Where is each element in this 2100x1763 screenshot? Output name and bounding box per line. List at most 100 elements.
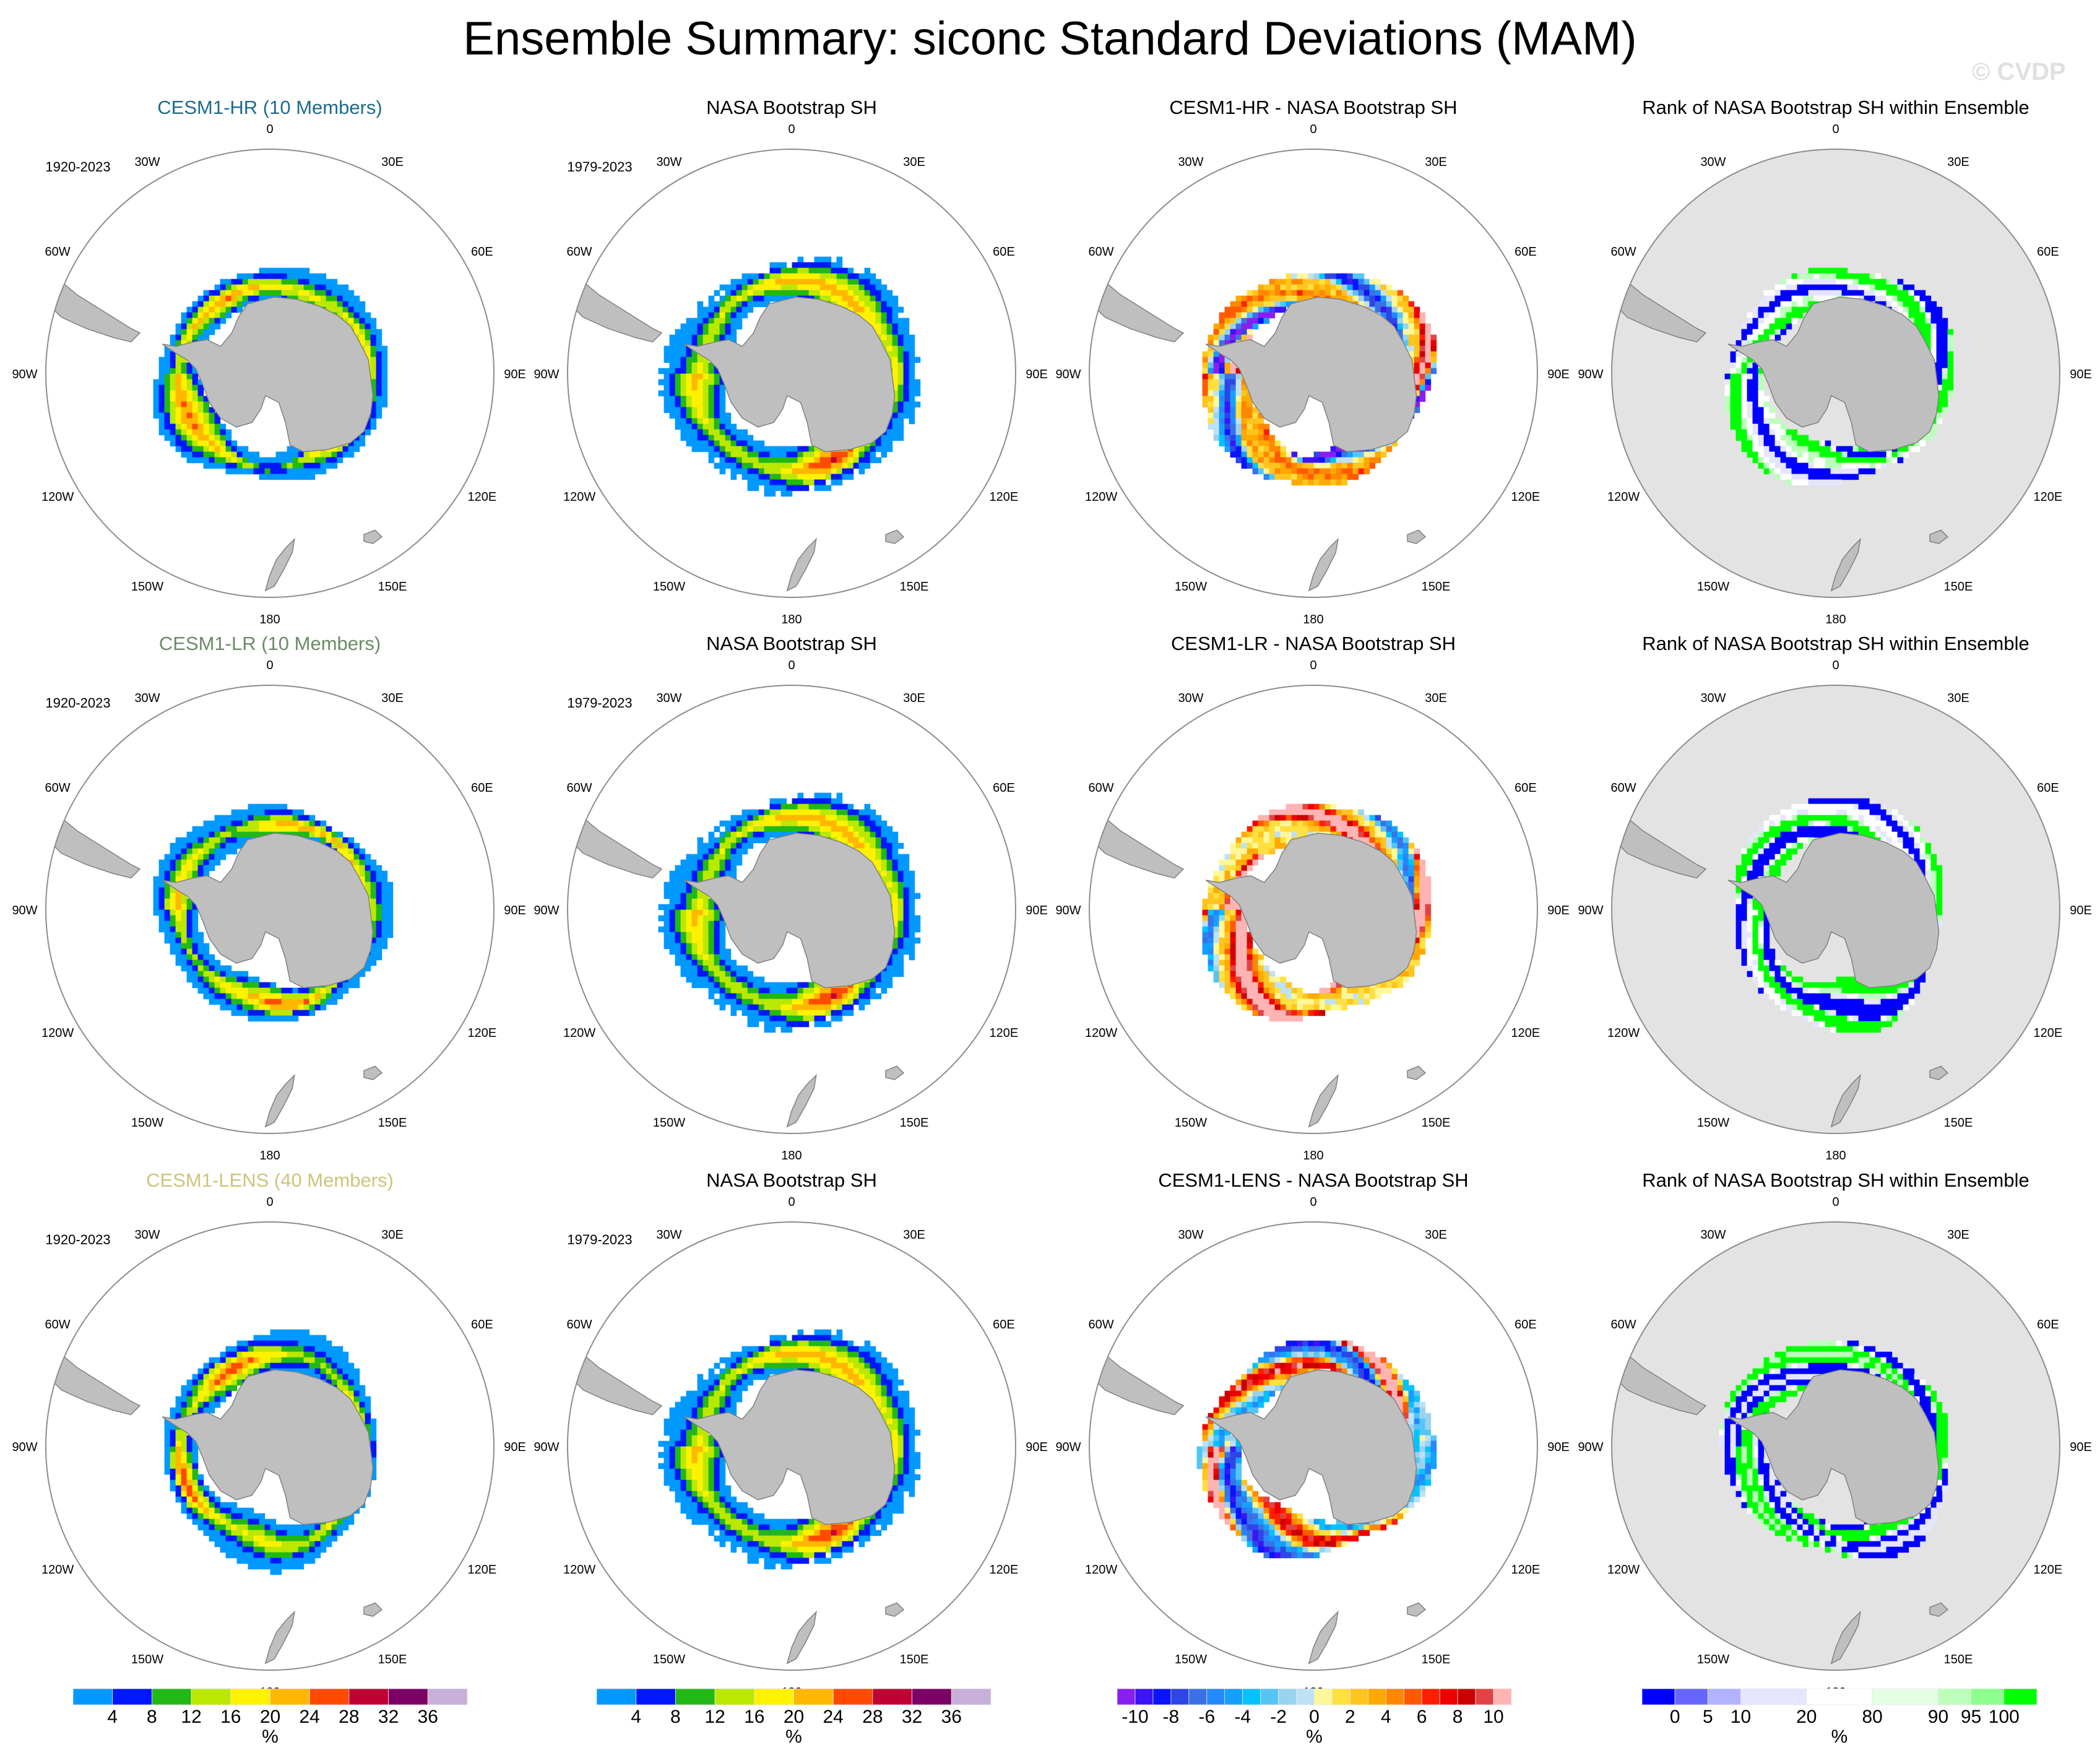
data-cell	[1302, 831, 1309, 838]
data-cell	[1247, 854, 1253, 860]
data-cell	[758, 468, 765, 475]
data-cell	[1263, 837, 1270, 844]
data-cell	[1247, 290, 1253, 297]
data-cell	[236, 826, 243, 833]
data-cell	[1841, 267, 1848, 274]
data-cell	[1730, 401, 1737, 408]
data-cell	[764, 479, 771, 486]
data-cell	[714, 396, 720, 402]
data-cell	[1219, 920, 1225, 927]
data-cell	[719, 993, 726, 1000]
data-cell	[1336, 451, 1342, 458]
data-cell	[1230, 971, 1237, 977]
data-cell	[1252, 820, 1259, 827]
data-cell	[1208, 390, 1214, 397]
data-cell	[1241, 948, 1248, 955]
data-cell	[275, 279, 282, 285]
data-cell	[714, 920, 720, 927]
data-cell	[1769, 429, 1776, 436]
data-cell	[1836, 468, 1843, 475]
data-cell	[153, 898, 160, 905]
data-cell	[753, 301, 759, 308]
data-cell	[181, 837, 188, 844]
longitude-label: 150E	[378, 580, 407, 594]
data-cell	[881, 982, 888, 989]
data-cell	[186, 396, 193, 402]
data-cell	[1402, 323, 1409, 330]
data-cell	[1747, 423, 1753, 430]
data-cell	[1241, 435, 1248, 441]
data-cell	[708, 920, 715, 927]
data-cell	[875, 820, 882, 827]
data-cell	[1825, 267, 1831, 274]
data-cell	[708, 843, 715, 849]
data-cell	[214, 976, 221, 983]
data-cell	[236, 451, 243, 458]
data-cell	[1402, 870, 1409, 877]
data-cell	[797, 820, 804, 827]
data-cell	[1274, 284, 1281, 291]
data-cell	[1947, 329, 1954, 336]
data-cell	[719, 971, 726, 977]
data-cell	[376, 390, 382, 397]
data-cell	[1942, 357, 1948, 363]
data-cell	[886, 826, 893, 833]
data-cell	[287, 279, 293, 285]
data-cell	[1336, 295, 1342, 302]
data-cell	[197, 401, 204, 408]
data-cell	[192, 412, 199, 419]
data-cell	[1919, 306, 1926, 313]
data-cell	[242, 993, 249, 1000]
data-cell	[775, 279, 782, 285]
data-cell	[1202, 357, 1209, 363]
data-cell	[1274, 462, 1281, 469]
data-cell	[225, 435, 232, 441]
data-cell	[1797, 312, 1804, 319]
data-cell	[1930, 429, 1937, 436]
data-cell	[1252, 831, 1259, 838]
data-cell	[753, 982, 759, 989]
data-cell	[825, 290, 832, 297]
data-cell	[708, 407, 715, 414]
data-cell	[864, 820, 871, 827]
data-cell	[1213, 401, 1220, 408]
data-cell	[1252, 407, 1259, 414]
data-cell	[697, 329, 704, 336]
data-cell	[181, 418, 188, 425]
longitude-label: 150E	[900, 1116, 929, 1130]
data-cell	[741, 474, 748, 480]
data-cell	[1414, 390, 1420, 397]
data-cell	[725, 993, 732, 1000]
data-cell	[1363, 826, 1370, 833]
data-cell	[1397, 323, 1404, 330]
data-cell	[730, 318, 737, 324]
data-cell	[725, 290, 732, 297]
data-cell	[1258, 451, 1264, 458]
data-cell	[897, 954, 904, 961]
data-cell	[175, 954, 182, 961]
data-cell	[314, 279, 321, 285]
data-cell	[702, 323, 709, 330]
longitude-label: 90W	[534, 904, 559, 917]
data-cell	[1936, 407, 1943, 414]
data-cell	[1224, 323, 1231, 330]
data-cell	[1347, 820, 1354, 827]
data-cell	[1269, 971, 1276, 977]
data-cell	[753, 1010, 759, 1016]
data-cell	[1280, 462, 1287, 469]
data-cell	[303, 284, 310, 291]
data-cell	[1741, 368, 1748, 375]
south-america-landmass	[50, 819, 141, 879]
data-cell	[1291, 451, 1298, 458]
data-cell	[1208, 948, 1214, 955]
data-cell	[831, 284, 837, 291]
data-cell	[158, 887, 165, 894]
data-cell	[1241, 926, 1248, 933]
data-cell	[287, 993, 293, 1000]
data-cell	[220, 290, 227, 297]
data-cell	[775, 446, 782, 453]
data-cell	[903, 407, 910, 414]
data-cell	[792, 982, 798, 989]
data-cell	[1358, 837, 1365, 844]
data-cell	[1724, 401, 1731, 408]
